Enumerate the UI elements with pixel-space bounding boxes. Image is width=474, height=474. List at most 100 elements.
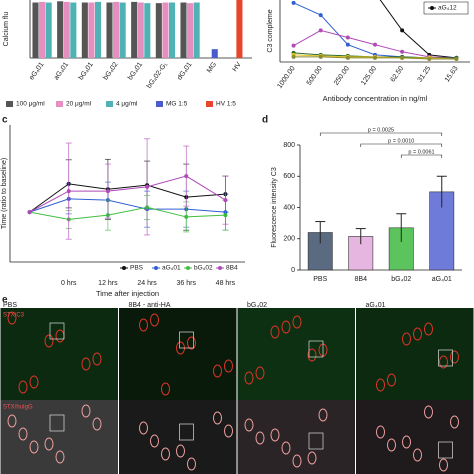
micrograph [119,400,237,474]
nerve-fiber [244,418,254,432]
y-tick-label: 600 [283,173,295,180]
nerve-fiber [450,350,459,364]
nerve-fiber [281,441,291,455]
row-label: STX/huIgG [3,405,33,411]
nerve-fiber [424,405,433,419]
legend-marker [154,266,158,270]
legend-label: 20 μg/ml [66,101,92,108]
bar [57,1,64,59]
bar [70,2,77,58]
nerve-fiber [292,454,302,468]
point [400,28,405,33]
point [27,210,32,215]
nerve-fiber [150,434,159,448]
nerve-fiber [92,352,102,366]
nerve-fiber [150,313,159,327]
nerve-fiber [376,378,385,392]
nerve-fiber [81,404,91,418]
nerve-fiber [18,427,28,441]
point [454,56,459,61]
nerve-fiber [450,415,459,429]
nerve-fiber [281,320,291,334]
nerve-fiber [29,375,39,389]
point [66,189,71,194]
point [345,42,350,47]
legend-label: MG 1:5 [166,101,188,108]
nerve-fiber [139,318,148,332]
nerve-fiber [244,371,254,385]
bar [187,3,194,58]
nerve-fiber [187,457,196,471]
bar [119,2,126,58]
nerve-fiber [424,322,433,336]
point [291,0,296,5]
nerve-fiber [187,336,196,350]
nerve-fiber [44,334,54,348]
point [291,43,296,48]
micrograph [356,400,474,474]
zoom-box [49,322,65,340]
point [345,55,350,60]
bar [88,2,95,58]
x-tick-label: 8B4 [355,276,368,283]
series-line [29,175,226,213]
legend-swatch [156,101,163,107]
micrograph [237,400,355,474]
bar [236,0,243,58]
zoom-box [308,432,324,450]
bar [106,2,113,58]
point [427,56,432,61]
micrograph [0,308,118,400]
x-tick-label: 0 hrs [61,280,77,287]
point [400,49,405,54]
legend-label: HV 1:5 [216,101,236,108]
nerve-fiber [18,380,28,394]
nerve-fiber [224,424,233,438]
zoom-box [179,423,194,441]
zoom-box [179,331,194,349]
legend-label: 4 μg/ml [116,101,138,108]
nerve-fiber [29,440,39,454]
bar [144,3,151,58]
nerve-fiber [161,382,170,396]
point [184,174,189,179]
bar [32,2,39,58]
legend-swatch [106,101,113,107]
nerve-fiber [270,325,280,339]
bar [211,49,218,58]
point [318,13,323,18]
point [345,35,350,40]
point [318,54,323,59]
y-axis-label: Fluorescence intensity C3 [271,167,278,248]
legend-label: 8B4 [226,265,238,272]
x-tick-label: 36 hrs [177,280,197,287]
series-line [29,198,226,213]
point [184,214,189,219]
y-tick-label: 0 [291,267,295,274]
nerve-fiber [81,357,91,371]
point [373,42,377,47]
point [145,184,150,189]
bar [45,2,52,58]
x-tick-label: 24 hrs [137,280,157,287]
legend-marker [122,266,126,270]
nerve-fiber [402,332,411,346]
y-tick-label: 800 [283,142,295,149]
panel-label: e [2,295,8,306]
nerve-fiber [161,447,170,461]
significance-bracket [319,132,443,136]
p-value: p = 0.0025 [368,127,394,133]
series-line [29,183,226,213]
y-axis-label: Calcium flu [3,12,10,47]
x-tick-label: HV [231,61,243,73]
p-value: p = 0.0010 [388,138,414,144]
nerve-fiber [255,431,265,445]
nerve-fiber [439,355,448,369]
p-value: p = 0.0061 [408,149,434,155]
legend-label: 100 μg/ml [16,101,45,108]
nerve-fiber [292,315,302,329]
nerve-fiber [255,366,265,380]
series-line [29,206,226,220]
nerve-fiber [402,435,411,449]
